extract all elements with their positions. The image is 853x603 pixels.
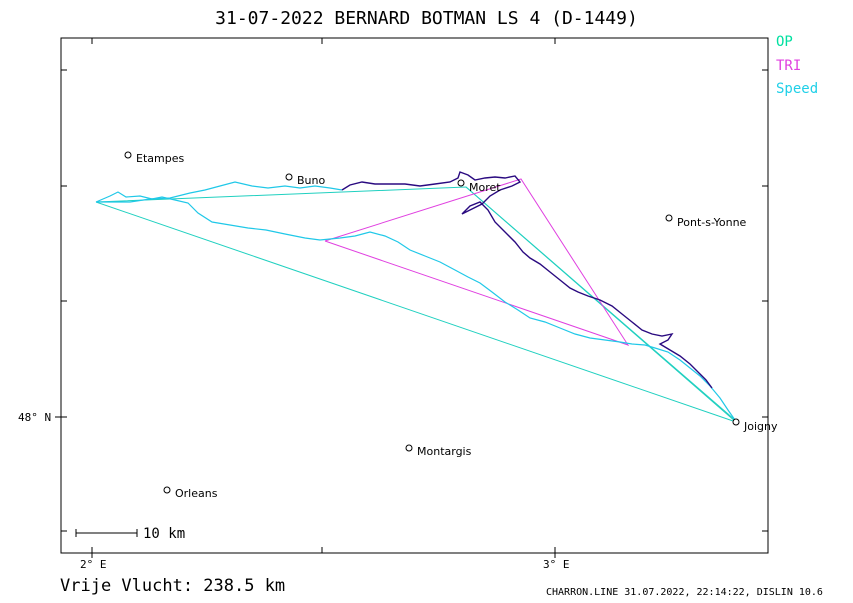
- credit-line: CHARRON.LINE 31.07.2022, 22:14:22, DISLI…: [546, 587, 823, 598]
- svg-text:Buno: Buno: [297, 174, 325, 187]
- place-buno: Buno: [285, 173, 325, 187]
- svg-text:Orleans: Orleans: [175, 487, 218, 500]
- svg-text:Moret: Moret: [469, 181, 501, 194]
- place-orleans: Orleans: [163, 486, 218, 500]
- map-frame: [60, 37, 769, 554]
- op-route: [95, 186, 737, 423]
- scale-label: 10 km: [143, 526, 185, 542]
- legend-tri: TRI: [776, 58, 802, 74]
- svg-text:Etampes: Etampes: [136, 152, 184, 165]
- place-joigny: Joigny: [732, 418, 778, 433]
- legend-op: OP: [776, 34, 793, 50]
- track-speed: [95, 191, 736, 421]
- map-title: 31-07-2022 BERNARD BOTMAN LS 4 (D-1449): [215, 8, 638, 29]
- lon-label-3e: 3° E: [543, 558, 570, 571]
- place-montargis: Montargis: [405, 444, 472, 458]
- lon-label-2e: 2° E: [80, 558, 107, 571]
- place-pont-s-yonne: Pont-s-Yonne: [665, 214, 747, 229]
- svg-text:Montargis: Montargis: [417, 445, 472, 458]
- lat-ticks: [55, 69, 768, 532]
- lon-ticks: [91, 38, 556, 558]
- lat-label: 48° N: [18, 411, 51, 424]
- legend-speed: Speed: [776, 81, 819, 97]
- svg-text:Pont-s-Yonne: Pont-s-Yonne: [677, 216, 747, 229]
- track-dark: [341, 171, 713, 389]
- place-moret: Moret: [457, 179, 501, 194]
- svg-text:Joigny: Joigny: [743, 420, 778, 433]
- place-etampes: Etampes: [124, 151, 184, 165]
- distance-summary: Vrije Vlucht: 238.5 km: [60, 576, 286, 596]
- track-speed-north: [96, 181, 343, 203]
- tri-route: [324, 178, 630, 346]
- scale-bar: [75, 529, 138, 537]
